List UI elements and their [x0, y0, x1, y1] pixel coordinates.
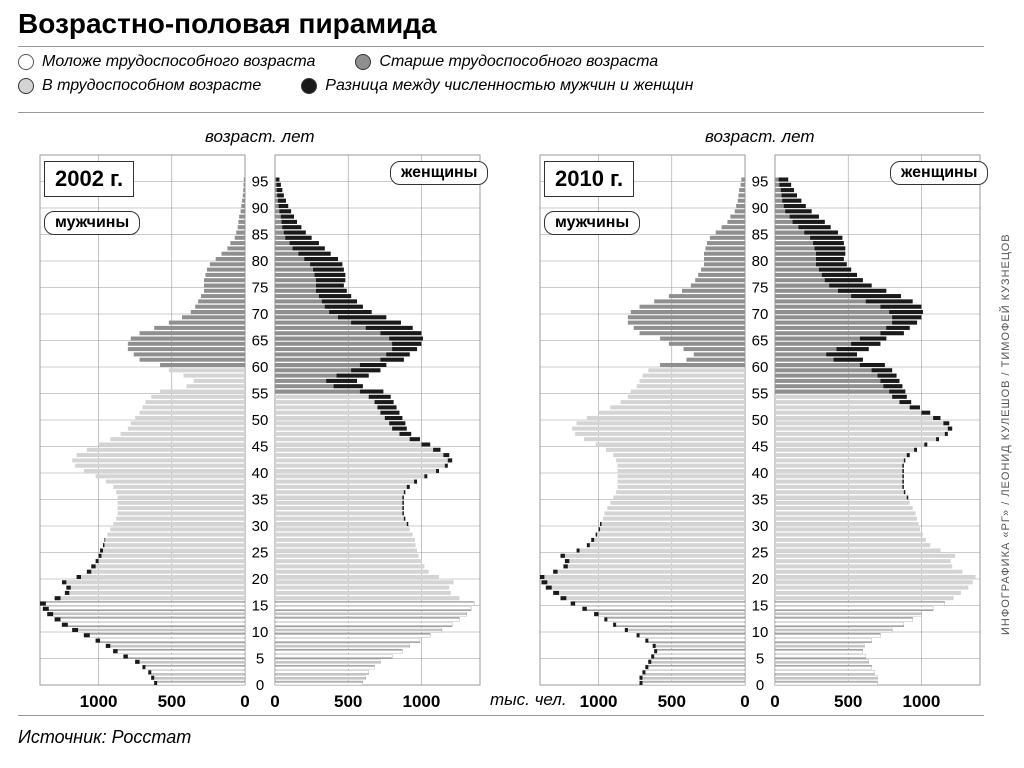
- svg-text:25: 25: [752, 545, 769, 562]
- svg-text:60: 60: [752, 359, 769, 376]
- svg-text:0: 0: [256, 677, 264, 694]
- svg-text:500: 500: [158, 692, 186, 711]
- svg-text:75: 75: [252, 280, 269, 297]
- svg-text:500: 500: [334, 692, 362, 711]
- svg-text:95: 95: [252, 174, 269, 191]
- label-men: мужчины: [44, 211, 140, 235]
- svg-text:1000: 1000: [403, 692, 441, 711]
- svg-text:500: 500: [834, 692, 862, 711]
- svg-text:85: 85: [752, 227, 769, 244]
- svg-text:5: 5: [256, 651, 264, 668]
- svg-text:0: 0: [770, 692, 779, 711]
- svg-text:35: 35: [252, 492, 269, 509]
- svg-text:50: 50: [752, 412, 769, 429]
- pyramid-chart: 0510152025303540455055606570758085909510…: [0, 0, 1024, 768]
- svg-text:10: 10: [252, 624, 269, 641]
- age-axis-label: возраст. лет: [705, 127, 815, 147]
- svg-text:40: 40: [752, 465, 769, 482]
- svg-text:0: 0: [756, 677, 764, 694]
- svg-text:60: 60: [252, 359, 269, 376]
- year-box: 2010 г.: [544, 161, 634, 197]
- svg-text:45: 45: [252, 439, 269, 456]
- label-men: мужчины: [544, 211, 640, 235]
- svg-text:45: 45: [752, 439, 769, 456]
- credit-label: ИНФОГРАФИКА «РГ» / ЛЕОНИД КУЛЕШОВ / ТИМО…: [1000, 120, 1020, 748]
- year-box: 2002 г.: [44, 161, 134, 197]
- svg-text:55: 55: [752, 386, 769, 403]
- svg-text:20: 20: [752, 571, 769, 588]
- svg-text:70: 70: [252, 306, 269, 323]
- source-label: Источник: Росстат: [18, 727, 191, 748]
- label-women: женщины: [890, 161, 988, 185]
- svg-text:70: 70: [752, 306, 769, 323]
- svg-text:0: 0: [740, 692, 749, 711]
- age-axis-label: возраст. лет: [205, 127, 315, 147]
- svg-text:80: 80: [252, 253, 269, 270]
- svg-text:80: 80: [752, 253, 769, 270]
- svg-text:15: 15: [752, 598, 769, 615]
- svg-text:5: 5: [756, 651, 764, 668]
- svg-text:40: 40: [252, 465, 269, 482]
- svg-text:90: 90: [752, 200, 769, 217]
- svg-text:25: 25: [252, 545, 269, 562]
- svg-text:1000: 1000: [80, 692, 118, 711]
- svg-text:75: 75: [752, 280, 769, 297]
- svg-text:50: 50: [252, 412, 269, 429]
- svg-text:1000: 1000: [580, 692, 618, 711]
- label-women: женщины: [390, 161, 488, 185]
- svg-text:0: 0: [270, 692, 279, 711]
- x-unit-label: тыс. чел.: [490, 690, 567, 710]
- divider-bottom: [18, 715, 984, 716]
- svg-text:30: 30: [252, 518, 269, 535]
- svg-text:10: 10: [752, 624, 769, 641]
- svg-text:95: 95: [752, 174, 769, 191]
- svg-text:65: 65: [752, 333, 769, 350]
- svg-text:35: 35: [752, 492, 769, 509]
- svg-text:20: 20: [252, 571, 269, 588]
- svg-text:55: 55: [252, 386, 269, 403]
- svg-text:65: 65: [252, 333, 269, 350]
- svg-text:0: 0: [240, 692, 249, 711]
- svg-text:85: 85: [252, 227, 269, 244]
- svg-text:500: 500: [658, 692, 686, 711]
- svg-text:15: 15: [252, 598, 269, 615]
- svg-text:1000: 1000: [903, 692, 941, 711]
- svg-text:30: 30: [752, 518, 769, 535]
- svg-text:90: 90: [252, 200, 269, 217]
